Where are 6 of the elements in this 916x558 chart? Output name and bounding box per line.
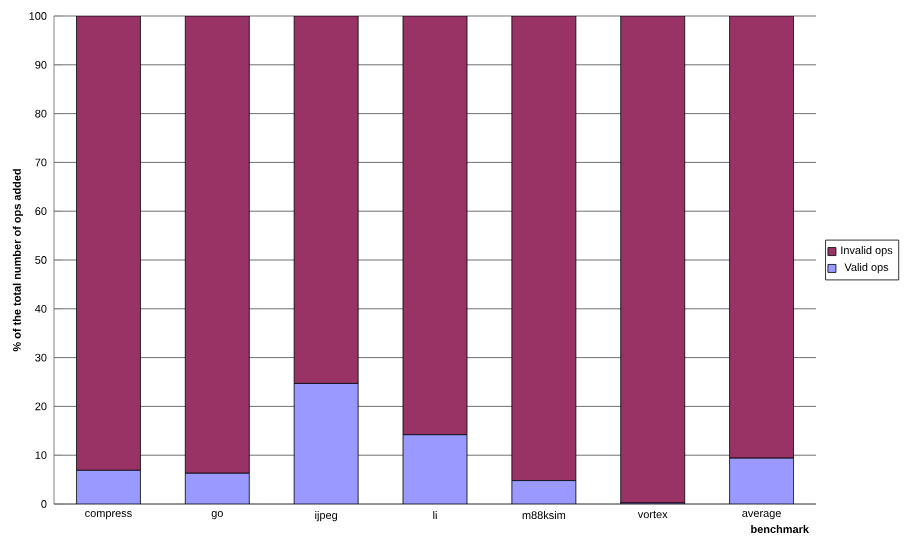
bar [184, 472, 250, 504]
bar [402, 434, 468, 504]
bar [76, 469, 141, 504]
bar [729, 457, 794, 504]
bar [293, 383, 359, 504]
bar [511, 480, 576, 504]
